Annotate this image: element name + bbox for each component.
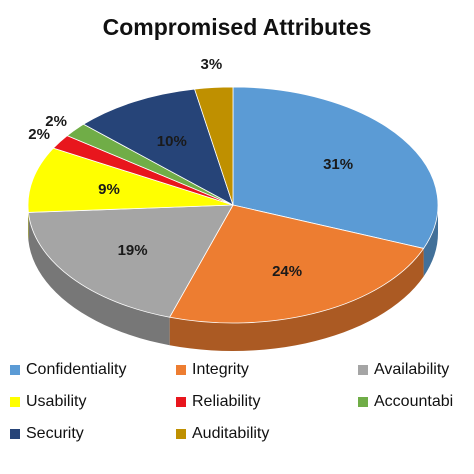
legend-item-usability: Usability	[10, 391, 86, 413]
legend-item-accountability: Accountabi	[358, 391, 453, 413]
legend-item-auditability: Auditability	[176, 423, 269, 445]
legend-label: Availability	[374, 361, 450, 378]
legend-swatch	[358, 397, 368, 407]
legend-label: Reliability	[192, 393, 261, 410]
legend-label: Auditability	[192, 425, 270, 442]
legend-label: Security	[26, 425, 84, 442]
slice-auditability	[194, 86, 234, 206]
data-label-availability: 19%	[118, 242, 148, 259]
legend-label: Integrity	[192, 361, 249, 378]
slice-integrity	[169, 204, 425, 324]
legend-label: Usability	[26, 393, 87, 410]
legend: Confidentiality Integrity Availability Usab…	[0, 355, 474, 474]
slice-confidentiality	[232, 86, 439, 249]
legend-item-integrity: Integrity	[176, 359, 249, 381]
legend-item-confidentiality: Confidentiality	[10, 359, 127, 381]
legend-swatch	[176, 397, 186, 407]
data-label-reliability: 2%	[28, 126, 50, 143]
data-label-accountability: 2%	[45, 113, 67, 130]
data-label-confidentiality: 31%	[323, 156, 353, 173]
legend-label: Confidentiality	[26, 361, 127, 378]
slice-availability	[27, 204, 234, 318]
legend-item-reliability: Reliability	[176, 391, 260, 413]
slice-side-availability	[28, 212, 170, 346]
data-label-security: 10%	[157, 133, 187, 150]
legend-item-availability: Availability	[358, 359, 449, 381]
legend-swatch	[10, 429, 20, 439]
legend-swatch	[10, 397, 20, 407]
slice-side-confidentiality	[423, 205, 438, 277]
slice-security	[82, 88, 234, 206]
slice-side-integrity	[169, 248, 424, 351]
legend-label: Accountabi	[374, 393, 454, 410]
pie-chart: 31% 24% 19% 9% 2%2% 10% 3%	[27, 56, 439, 351]
legend-swatch	[176, 429, 186, 439]
chart-title: Compromised Attributes	[102, 14, 372, 40]
legend-item-security: Security	[10, 423, 84, 445]
data-label-auditability: 3%	[201, 56, 223, 73]
legend-swatch	[176, 365, 186, 375]
legend-swatch	[358, 365, 368, 375]
legend-swatch	[10, 365, 20, 375]
data-label-usability: 9%	[98, 181, 120, 198]
data-label-integrity: 24%	[272, 263, 302, 280]
slice-usability	[27, 147, 234, 213]
